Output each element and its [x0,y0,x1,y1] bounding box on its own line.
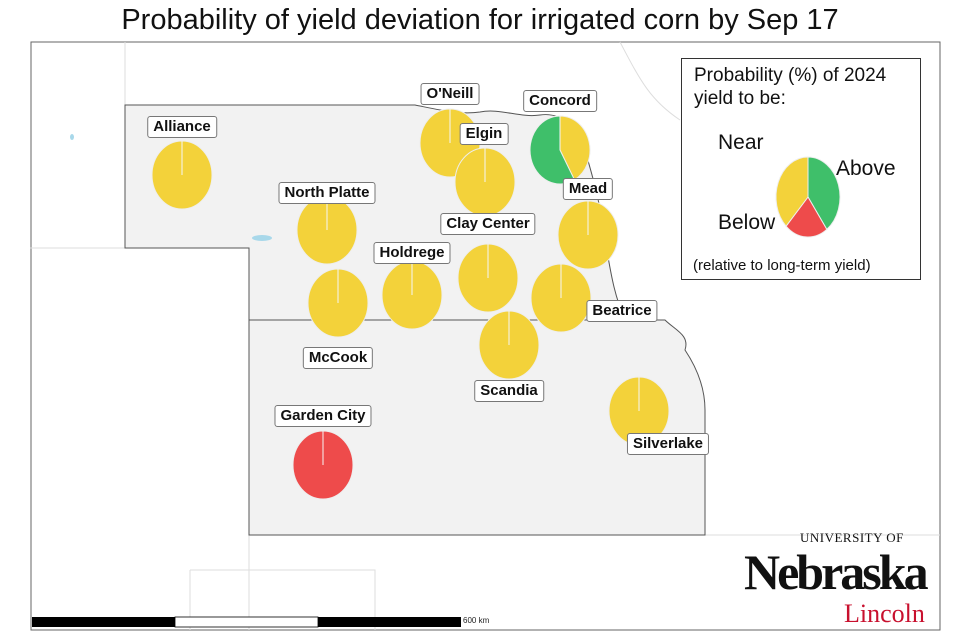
site-label: Concord [523,90,597,112]
legend-title-line: yield to be: [694,88,786,109]
pie-slice-above [529,115,576,185]
site-pie [608,376,670,446]
university-logo: UNIVERSITY OF Nebraska Lincoln [744,530,934,630]
neighbor-state-borders [30,41,940,630]
site-label: O'Neill [420,83,480,105]
kansas-outline [248,319,706,536]
site-label: Elgin [459,123,509,145]
legend-above: Above [836,157,896,180]
pie-slice-near [775,156,809,227]
scale-seg [174,616,319,628]
scale-bar [32,616,461,628]
site-label: Mead [562,178,614,200]
legend-title-line: Probability (%) of 2024 [694,65,887,86]
map-title: Probability of yield deviation for irrig… [121,4,839,36]
pie-slice-below [785,196,828,238]
legend-pie [775,156,841,238]
site-pie [530,263,592,333]
site-label: North Platte [278,182,376,204]
legend-pie-canvas [775,156,841,238]
legend-title: Probability (%) of 2024 yield to be: [694,64,886,110]
pie-slice-above [807,156,841,231]
site-pie [478,310,540,380]
site-pie [454,147,516,217]
site-label: Scandia [474,380,544,402]
legend: Probability (%) of 2024 yield to be: Near… [681,58,921,280]
site-pie [151,140,213,210]
site-pies [151,108,670,500]
site-pie [557,200,619,270]
site-label: Beatrice [586,300,658,322]
legend-near: Near [718,131,764,154]
logo-line-nebraska: Nebraska [744,544,929,600]
legend-below: Below [718,211,776,234]
site-label: Alliance [147,116,217,138]
scale-seg [32,617,175,627]
site-label: Clay Center [440,213,536,235]
lake [252,235,272,241]
site-label: McCook [302,347,374,369]
logo-line-university: UNIVERSITY OF [800,530,904,545]
scale-seg [318,617,461,627]
site-pie [296,195,358,265]
site-pie [307,268,369,338]
site-label: Silverlake [626,433,710,455]
site-pie [381,260,443,330]
site-label: Holdrege [373,242,451,264]
lake [70,134,74,140]
site-label: Garden City [274,405,372,427]
legend-footnote: (relative to long-term yield) [693,257,871,274]
pie-slice-near [559,115,591,181]
scale-bar-label: 600 km [463,616,490,625]
site-pie [529,115,591,185]
logo-line-lincoln: Lincoln [844,599,925,628]
site-pie [457,243,519,313]
site-pie [292,430,354,500]
